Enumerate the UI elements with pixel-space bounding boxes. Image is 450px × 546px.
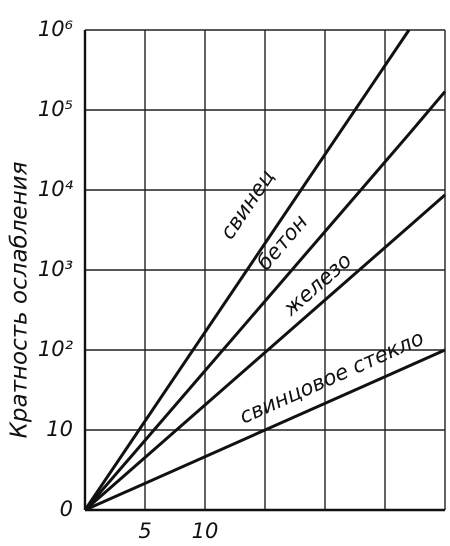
series-line bbox=[83, 29, 411, 511]
y-tick-label: 0 bbox=[60, 497, 73, 521]
x-tick-label: 10 bbox=[192, 519, 219, 543]
series-label: свинец bbox=[215, 165, 279, 244]
x-tick-label: 5 bbox=[138, 519, 151, 543]
series-line bbox=[83, 90, 447, 511]
y-tick-label: 10⁵ bbox=[38, 97, 73, 121]
y-tick-label: 10⁶ bbox=[38, 17, 73, 41]
y-axis-label: Кратность ослабления bbox=[7, 161, 33, 438]
series-line bbox=[84, 348, 446, 512]
series-line bbox=[84, 193, 446, 512]
y-tick-label: 10⁴ bbox=[38, 177, 74, 201]
y-tick-label: 10³ bbox=[38, 257, 73, 281]
y-tick-label: 10² bbox=[38, 337, 74, 361]
y-tick-label: 10 bbox=[46, 417, 73, 441]
